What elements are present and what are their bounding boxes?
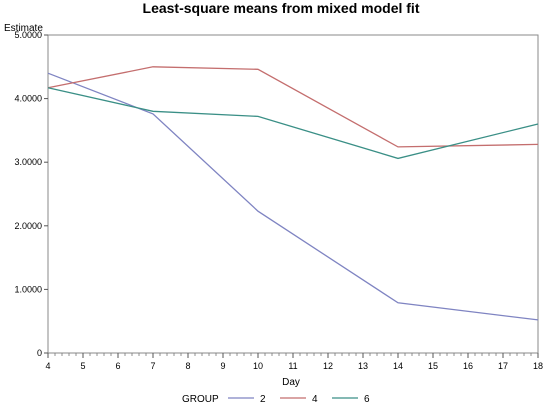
x-tick-label: 18 — [533, 361, 543, 371]
x-tick-label: 16 — [463, 361, 473, 371]
series-line-4 — [47, 66, 539, 148]
y-axis-label: Estimate — [4, 23, 43, 34]
y-tick-label: 4.0000 — [14, 94, 42, 104]
x-tick-label: 17 — [498, 361, 508, 371]
x-axis-label: Day — [282, 377, 300, 388]
x-tick-label: 15 — [428, 361, 438, 371]
x-tick-label: 7 — [150, 361, 155, 371]
series-line-2 — [47, 72, 539, 321]
legend: GROUP 2 4 6 — [182, 394, 370, 405]
legend-label-2: 2 — [260, 394, 266, 405]
x-tick-label: 10 — [253, 361, 263, 371]
plot-frame — [47, 34, 539, 354]
x-tick-label: 11 — [288, 361, 297, 371]
y-tick-label: 1.0000 — [14, 284, 42, 294]
x-tick-label: 14 — [393, 361, 403, 371]
series-lines — [47, 66, 539, 321]
legend-title: GROUP — [182, 394, 219, 405]
series-line-6 — [47, 87, 539, 160]
y-tick-label: 5.0000 — [14, 30, 42, 40]
x-tick-label: 6 — [115, 361, 120, 371]
x-tick-label: 4 — [45, 361, 50, 371]
x-axis: 4 5 6 7 8 9 10 11 12 13 14 15 16 17 18 — [45, 353, 543, 371]
x-tick-label: 13 — [358, 361, 368, 371]
x-tick-label: 5 — [80, 361, 85, 371]
legend-label-4: 4 — [312, 394, 318, 405]
y-axis: 0 1.0000 2.0000 3.0000 4.0000 5.0000 — [14, 30, 48, 358]
x-tick-label: 8 — [185, 361, 190, 371]
y-tick-label: 2.0000 — [14, 221, 42, 231]
legend-label-6: 6 — [364, 394, 370, 405]
y-tick-label: 0 — [37, 348, 42, 358]
x-tick-label: 12 — [323, 361, 333, 371]
x-tick-label: 9 — [220, 361, 225, 371]
y-tick-label: 3.0000 — [14, 157, 42, 167]
chart-title: Least-square means from mixed model fit — [143, 0, 420, 16]
